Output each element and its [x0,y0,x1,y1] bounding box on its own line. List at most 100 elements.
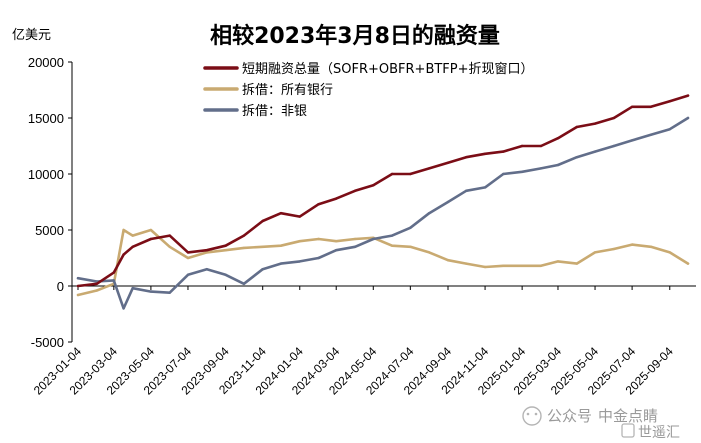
data-point-1 [630,243,634,246]
data-point-0 [630,105,634,109]
data-point-0 [186,251,190,254]
data-point-0 [95,282,99,285]
data-point-0 [335,197,338,200]
data-point-0 [224,244,227,247]
data-point-2 [131,287,134,290]
watermark-logo-text: 世遥汇 [638,425,680,441]
data-point-2 [261,268,264,271]
data-point-2 [168,291,171,294]
data-point-1 [122,228,125,232]
data-point-0 [539,144,543,148]
data-point-0 [242,234,246,237]
series-line-2 [76,116,690,310]
data-point-1 [409,245,412,248]
data-point-1 [520,264,524,267]
data-point-2 [593,150,597,153]
data-point-0 [372,184,375,187]
data-point-0 [612,116,616,120]
data-point-2 [428,212,431,215]
data-point-2 [502,172,505,176]
data-point-2 [539,167,543,170]
watermark: 公众号 · 中金点睛 世遥汇 [522,406,680,441]
data-point-2 [630,139,634,142]
data-point-0 [168,234,171,237]
wechat-icon [522,406,542,426]
data-point-0 [520,144,524,148]
watermark-separator: · [585,407,590,425]
data-point-0 [149,237,153,241]
data-point-2 [668,128,671,131]
data-point-2 [446,200,450,204]
data-point-0 [556,137,560,140]
data-point-0 [279,212,283,215]
y-tick-label: 10000 [28,167,64,182]
data-point-2 [353,245,357,248]
logo-icon [621,423,635,438]
legend-label-0: 短期融资总量（SOFR+OBFR+BTFP+折现窗口） [242,61,534,77]
data-point-0 [465,156,468,159]
data-point-2 [465,189,468,192]
data-point-2 [612,144,616,148]
data-point-1 [649,245,653,248]
axes: 20000150001000050000-50002023-01-042023-… [28,55,696,398]
data-point-0 [76,284,80,288]
data-point-2 [205,268,208,271]
data-point-1 [556,260,560,263]
data-point-0 [261,219,264,223]
data-point-1 [446,259,450,262]
data-point-2 [242,282,246,285]
data-point-1 [465,262,468,265]
data-point-1 [224,249,227,252]
y-tick-label: -5000 [31,335,64,350]
data-point-2 [317,256,320,260]
data-point-2 [298,260,301,263]
y-tick-label: 5000 [35,223,64,238]
data-point-0 [575,125,578,129]
data-point-1 [612,247,616,251]
data-point-2 [686,116,690,120]
data-point-1 [593,251,597,254]
watermark-platform: 公众号 [547,407,592,425]
data-point-1 [279,244,283,247]
data-point-2 [483,186,487,189]
watermark-name: 中金点睛 [598,407,658,425]
data-point-0 [122,253,125,256]
data-point-0 [649,105,653,109]
data-point-1 [390,244,394,247]
y-tick-label: 0 [57,279,64,294]
data-point-2 [556,163,560,167]
data-point-0 [409,172,412,176]
data-point-2 [279,262,283,265]
data-point-1 [502,264,505,267]
data-point-0 [686,94,690,97]
data-point-2 [335,249,338,252]
y-axis-unit: 亿美元 [12,28,51,43]
data-point-1 [483,265,487,269]
data-point-0 [446,161,450,164]
series-line-0 [76,94,690,288]
data-point-1 [317,237,320,241]
data-point-1 [298,240,301,243]
data-point-2 [409,226,412,229]
data-point-1 [575,262,578,265]
data-point-1 [131,234,134,237]
data-point-2 [186,273,190,276]
data-point-1 [186,256,190,260]
data-point-2 [372,237,375,241]
data-point-1 [242,246,246,250]
data-point-0 [205,249,208,252]
data-point-1 [668,251,671,254]
data-point-0 [317,203,320,206]
data-point-1 [205,251,208,254]
data-point-1 [353,237,357,241]
data-point-0 [428,167,431,170]
data-point-2 [112,279,116,282]
data-point-1 [95,289,99,292]
data-point-1 [149,228,153,232]
data-point-1 [76,293,80,297]
data-point-2 [390,234,394,237]
data-point-2 [649,133,653,136]
series-line-1 [76,228,690,297]
